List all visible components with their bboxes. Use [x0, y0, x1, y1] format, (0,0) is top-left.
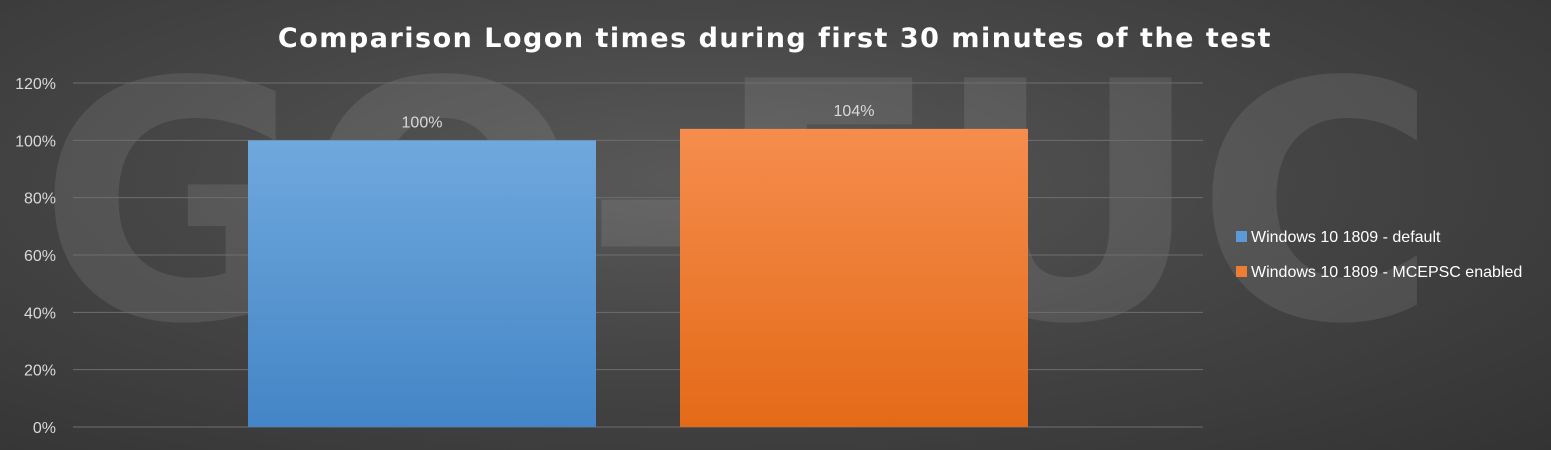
chart-title: Comparison Logon times during first 30 m… [278, 23, 1272, 54]
bar-mcepsc-enabled [680, 128, 1028, 427]
data-labels: 100% 104% [402, 103, 875, 131]
bars [248, 128, 1028, 428]
legend-swatch [1236, 266, 1247, 277]
legend-label: Windows 10 1809 - default [1251, 229, 1441, 246]
y-tick-label: 40% [24, 305, 56, 322]
y-tick-label: 80% [24, 191, 56, 208]
y-tick-label: 120% [15, 76, 56, 93]
y-tick-label: 20% [24, 363, 56, 380]
legend-swatch [1236, 231, 1247, 242]
bar-data-label: 104% [834, 103, 875, 120]
y-tick-label: 60% [24, 248, 56, 265]
y-tick-label: 0% [33, 420, 56, 437]
legend-label: Windows 10 1809 - MCEPSC enabled [1251, 264, 1522, 281]
bar-default [248, 140, 596, 428]
legend: Windows 10 1809 - default Windows 10 1809… [1236, 229, 1522, 281]
bar-data-label: 100% [402, 114, 443, 131]
y-axis-ticks: 0% 20% 40% 60% 80% 100% 120% [15, 76, 56, 437]
y-tick-label: 100% [15, 133, 56, 150]
